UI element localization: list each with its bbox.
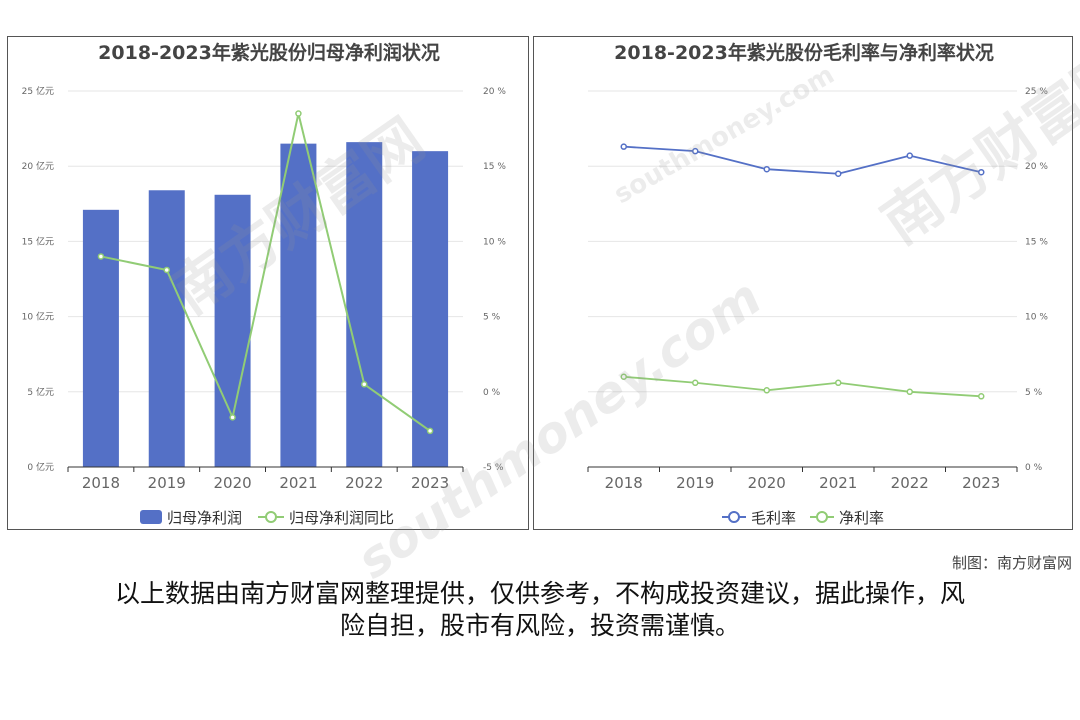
legend-label: 归母净利润 xyxy=(167,509,242,527)
x-tick-label: 2021 xyxy=(279,474,317,492)
x-tick-label: 2018 xyxy=(605,474,643,492)
y-right-tick-label: 5 % xyxy=(1025,388,1043,398)
y-right-tick-label: 20 % xyxy=(1025,162,1048,172)
chart-credit: 制图：南方财富网 xyxy=(951,554,1072,572)
legend-label: 净利率 xyxy=(839,509,884,527)
y-right-tick-label: 10 % xyxy=(483,237,506,247)
line-point xyxy=(906,388,913,396)
line-point xyxy=(229,414,236,421)
line-point xyxy=(692,379,699,387)
y-right-tick-label: 0 % xyxy=(483,388,501,398)
line-point xyxy=(763,165,770,173)
y-right-tick-label: 25 % xyxy=(1025,87,1048,97)
y-left-tick-label: 15 亿元 xyxy=(22,235,54,247)
chart-title: 2018-2023年紫光股份毛利率与净利率状况 xyxy=(614,41,994,64)
x-tick-label: 2019 xyxy=(148,474,186,492)
series-line xyxy=(100,113,431,432)
line-point xyxy=(835,379,842,387)
line-point xyxy=(906,152,913,159)
line-point xyxy=(620,143,627,150)
right-chart-panel: 2018-2023年紫光股份毛利率与净利率状况 0 % 5 % 10 % 15 % 20 … xyxy=(533,36,1073,530)
line-point xyxy=(978,393,985,400)
y-right-tick-label: 15 % xyxy=(1025,237,1048,247)
line-point xyxy=(163,266,170,274)
x-tick-label: 2023 xyxy=(411,474,449,492)
disclaimer: 以上数据由南方财富网整理提供，仅供参考，不构成投资建议，据此操作，风 险自担，股… xyxy=(40,578,1040,642)
y-left-tick-label: 5 亿元 xyxy=(27,386,54,398)
bar xyxy=(346,142,383,468)
y-left-tick-label: 20 亿元 xyxy=(22,160,54,172)
y-right-tick-label: -5 % xyxy=(483,463,504,473)
line-point xyxy=(361,381,368,388)
legend-swatch xyxy=(140,510,162,524)
y-left-tick-label: 0 亿元 xyxy=(27,461,54,473)
x-tick-label: 2022 xyxy=(345,474,383,492)
y-right-tick-label: 0 % xyxy=(1025,463,1043,473)
y-left-tick-label: 25 亿元 xyxy=(22,85,54,97)
series-line xyxy=(623,375,982,398)
x-tick-label: 2023 xyxy=(962,474,1000,492)
y-right-tick-label: 10 % xyxy=(1025,313,1048,323)
bar xyxy=(214,194,251,467)
bar xyxy=(148,190,185,467)
bar xyxy=(82,209,119,468)
legend-swatch xyxy=(816,511,828,523)
series-line xyxy=(623,145,982,175)
line-point xyxy=(692,147,699,155)
line-point xyxy=(835,170,842,177)
legend-label: 归母净利润同比 xyxy=(289,509,394,527)
x-tick-label: 2022 xyxy=(891,474,929,492)
y-right-tick-label: 15 % xyxy=(483,162,506,172)
left-chart-svg: 2018-2023年紫光股份归母净利润状况 0 亿元 5 亿元 10 亿元 15 亿元 2… xyxy=(22,41,507,527)
line-point xyxy=(426,427,434,435)
legend-swatch xyxy=(265,511,277,523)
left-chart-panel: 2018-2023年紫光股份归母净利润状况 0 亿元 5 亿元 10 亿元 15 亿元 2… xyxy=(7,36,529,530)
x-tick-label: 2021 xyxy=(819,474,857,492)
legend-swatch xyxy=(728,511,740,523)
bar xyxy=(412,151,449,467)
y-right-tick-label: 20 % xyxy=(483,87,506,97)
x-tick-label: 2018 xyxy=(82,474,120,492)
disclaimer-line-1: 以上数据由南方财富网整理提供，仅供参考，不构成投资建议，据此操作，风 xyxy=(114,579,965,608)
y-right-tick-label: 5 % xyxy=(483,313,501,323)
line-point xyxy=(978,168,985,176)
x-tick-label: 2020 xyxy=(748,474,786,492)
legend-label: 毛利率 xyxy=(751,509,796,527)
x-tick-label: 2019 xyxy=(676,474,714,492)
line-point xyxy=(97,253,105,260)
line-point xyxy=(295,110,302,117)
disclaimer-line-2: 险自担，股市有风险，投资需谨慎。 xyxy=(339,611,740,640)
bar xyxy=(280,143,317,467)
right-chart-svg: 2018-2023年紫光股份毛利率与净利率状况 0 % 5 % 10 % 15 % 20 … xyxy=(587,41,1048,527)
x-tick-label: 2020 xyxy=(213,474,251,492)
chart-title: 2018-2023年紫光股份归母净利润状况 xyxy=(98,41,440,64)
y-left-tick-label: 10 亿元 xyxy=(22,311,54,323)
line-point xyxy=(763,387,770,394)
line-point xyxy=(620,373,627,381)
